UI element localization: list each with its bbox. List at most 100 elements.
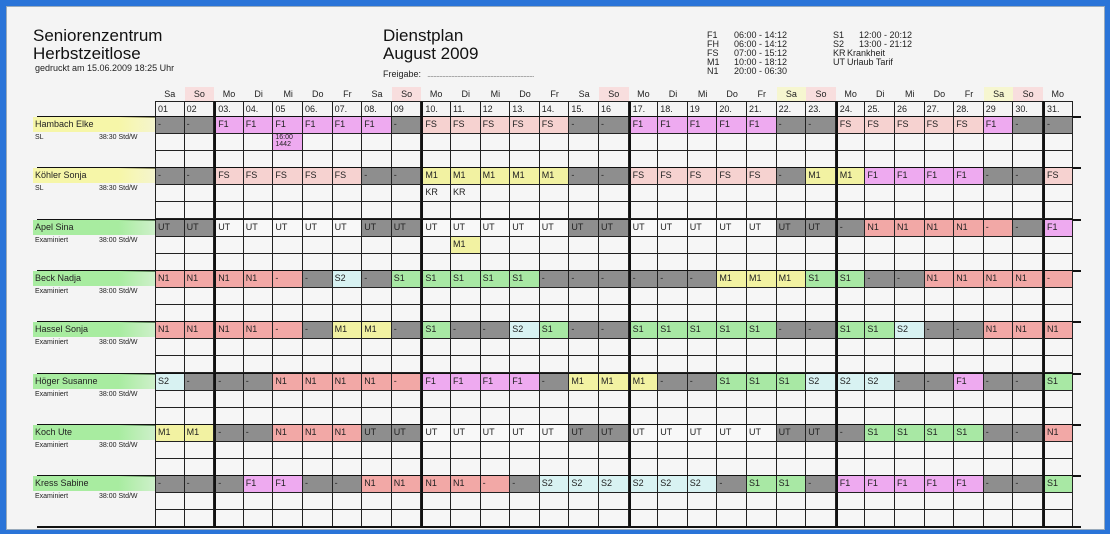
- schedule-cell[interactable]: [391, 134, 422, 151]
- shift-cell[interactable]: M1: [628, 373, 659, 391]
- shift-cell[interactable]: S1: [1043, 476, 1073, 494]
- shift-cell[interactable]: UT: [806, 424, 836, 442]
- schedule-cell[interactable]: [776, 407, 807, 425]
- schedule-cell[interactable]: [243, 202, 274, 220]
- schedule-cell[interactable]: [865, 287, 895, 305]
- schedule-cell[interactable]: [421, 441, 451, 459]
- schedule-cell[interactable]: [628, 151, 659, 168]
- shift-cell[interactable]: -: [658, 373, 688, 391]
- schedule-cell[interactable]: [539, 134, 570, 151]
- shift-cell[interactable]: N1: [362, 476, 392, 494]
- shift-cell[interactable]: S2: [865, 373, 895, 391]
- schedule-cell[interactable]: [1013, 356, 1043, 374]
- shift-cell[interactable]: FS: [510, 117, 540, 134]
- shift-cell[interactable]: UT: [717, 424, 747, 442]
- schedule-cell[interactable]: [273, 356, 303, 374]
- shift-cell[interactable]: -: [983, 168, 1014, 186]
- schedule-cell[interactable]: [599, 458, 629, 476]
- schedule-cell[interactable]: [983, 441, 1014, 459]
- shift-cell[interactable]: FS: [658, 168, 688, 186]
- schedule-cell[interactable]: [391, 339, 422, 357]
- schedule-cell[interactable]: [954, 185, 984, 203]
- schedule-cell[interactable]: [214, 287, 244, 305]
- shift-cell[interactable]: S2: [806, 373, 836, 391]
- schedule-cell[interactable]: [510, 151, 540, 168]
- shift-cell[interactable]: S2: [510, 322, 540, 340]
- schedule-cell[interactable]: [1043, 390, 1073, 408]
- schedule-cell[interactable]: [451, 253, 481, 271]
- extra-entry-cell[interactable]: KR: [421, 185, 451, 203]
- schedule-cell[interactable]: [273, 236, 303, 254]
- schedule-cell[interactable]: [184, 253, 215, 271]
- schedule-cell[interactable]: [865, 202, 895, 220]
- shift-cell[interactable]: M1: [155, 424, 185, 442]
- schedule-cell[interactable]: [776, 253, 807, 271]
- schedule-cell[interactable]: [1043, 510, 1073, 528]
- schedule-cell[interactable]: [895, 151, 925, 168]
- schedule-cell[interactable]: [569, 253, 599, 271]
- shift-cell[interactable]: UT: [362, 219, 392, 237]
- schedule-cell[interactable]: [1043, 151, 1073, 168]
- schedule-cell[interactable]: [332, 151, 363, 168]
- schedule-cell[interactable]: [747, 151, 777, 168]
- schedule-cell[interactable]: [687, 458, 718, 476]
- schedule-cell[interactable]: [687, 493, 718, 511]
- schedule-cell[interactable]: [273, 185, 303, 203]
- shift-cell[interactable]: -: [451, 322, 481, 340]
- shift-cell[interactable]: F1: [303, 117, 333, 134]
- shift-cell[interactable]: UT: [184, 219, 215, 237]
- schedule-cell[interactable]: [806, 287, 836, 305]
- schedule-cell[interactable]: [835, 287, 866, 305]
- shift-cell[interactable]: -: [895, 373, 925, 391]
- schedule-cell[interactable]: [243, 236, 274, 254]
- schedule-cell[interactable]: [303, 185, 333, 203]
- shift-cell[interactable]: S2: [658, 476, 688, 494]
- schedule-cell[interactable]: [332, 253, 363, 271]
- schedule-cell[interactable]: [776, 185, 807, 203]
- shift-cell[interactable]: M1: [539, 168, 570, 186]
- shift-cell[interactable]: UT: [421, 424, 451, 442]
- schedule-cell[interactable]: [539, 390, 570, 408]
- shift-cell[interactable]: S1: [717, 322, 747, 340]
- schedule-cell[interactable]: [717, 287, 747, 305]
- shift-cell[interactable]: FS: [539, 117, 570, 134]
- schedule-cell[interactable]: [451, 202, 481, 220]
- schedule-cell[interactable]: [865, 236, 895, 254]
- schedule-cell[interactable]: [480, 151, 511, 168]
- schedule-cell[interactable]: [717, 493, 747, 511]
- schedule-cell[interactable]: [747, 458, 777, 476]
- schedule-cell[interactable]: [362, 151, 392, 168]
- schedule-cell[interactable]: [658, 151, 688, 168]
- schedule-cell[interactable]: [687, 339, 718, 357]
- schedule-cell[interactable]: [539, 202, 570, 220]
- schedule-cell[interactable]: [924, 441, 955, 459]
- schedule-cell[interactable]: [184, 510, 215, 528]
- schedule-cell[interactable]: [628, 390, 659, 408]
- shift-cell[interactable]: S1: [747, 373, 777, 391]
- schedule-cell[interactable]: [687, 356, 718, 374]
- schedule-cell[interactable]: [510, 134, 540, 151]
- shift-cell[interactable]: -: [273, 322, 303, 340]
- schedule-cell[interactable]: [806, 407, 836, 425]
- shift-cell[interactable]: -: [806, 322, 836, 340]
- schedule-cell[interactable]: [806, 185, 836, 203]
- schedule-cell[interactable]: [303, 356, 333, 374]
- schedule-cell[interactable]: [924, 253, 955, 271]
- schedule-cell[interactable]: [895, 510, 925, 528]
- schedule-cell[interactable]: [747, 202, 777, 220]
- shift-cell[interactable]: -: [806, 476, 836, 494]
- schedule-cell[interactable]: [599, 236, 629, 254]
- shift-cell[interactable]: S1: [747, 476, 777, 494]
- schedule-cell[interactable]: [243, 287, 274, 305]
- schedule-cell[interactable]: [569, 185, 599, 203]
- schedule-cell[interactable]: [451, 356, 481, 374]
- extra-entry-cell[interactable]: KR: [451, 185, 481, 203]
- schedule-cell[interactable]: [717, 458, 747, 476]
- schedule-cell[interactable]: [658, 185, 688, 203]
- schedule-cell[interactable]: [362, 287, 392, 305]
- shift-cell[interactable]: UT: [747, 424, 777, 442]
- schedule-cell[interactable]: [835, 390, 866, 408]
- schedule-cell[interactable]: [184, 287, 215, 305]
- shift-cell[interactable]: N1: [451, 476, 481, 494]
- schedule-cell[interactable]: [510, 339, 540, 357]
